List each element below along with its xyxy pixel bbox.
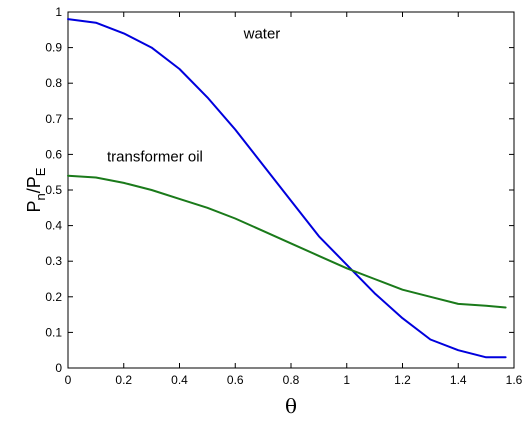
y-tick-label: 0.1 — [45, 325, 62, 339]
series-line-1 — [67, 174, 507, 309]
y-tick-label: 0.4 — [45, 219, 62, 233]
y-tick-label: 0.8 — [45, 76, 62, 90]
series-group — [67, 18, 507, 359]
x-tick-label: 1 — [343, 373, 350, 387]
y-tick-label: 0.5 — [45, 183, 62, 197]
y-axis-label-mid: /P — [24, 176, 44, 193]
y-tick-label: 0.3 — [45, 254, 62, 268]
y-tick-label: 0.6 — [45, 147, 62, 161]
annotation-label: transformer oil — [107, 149, 203, 166]
y-axis-label-p1: P — [24, 200, 44, 212]
y-tick-label: 0.9 — [45, 41, 62, 55]
x-tick-label: 1.4 — [450, 373, 467, 387]
y-axis-label-sub1: n — [33, 193, 48, 200]
x-tick-label: 0.6 — [227, 373, 244, 387]
x-tick-label: 0 — [65, 373, 72, 387]
x-tick-label: 1.6 — [506, 373, 523, 387]
y-tick-label: 0.7 — [45, 112, 62, 126]
x-tick-label: 0.4 — [171, 373, 188, 387]
annotation-group: water transformer oil — [107, 26, 280, 166]
x-axis-label: θ — [285, 394, 297, 418]
y-tick-label: 1 — [55, 5, 62, 19]
plot-area — [67, 11, 515, 369]
axis-ticks: 0 0.2 0.4 0.6 0.8 1 1.2 1.4 1.6 0 0.1 0.2 0.3 0.4 0.5 0… — [45, 5, 522, 387]
y-axis-label: Pn/PE — [24, 167, 48, 212]
series-line-0 — [67, 18, 507, 359]
x-tick-label: 1.2 — [394, 373, 411, 387]
y-tick-label: 0 — [55, 361, 62, 375]
x-tick-label: 0.8 — [283, 373, 300, 387]
x-tick-label: 0.2 — [115, 373, 132, 387]
y-axis-label-sub2: E — [33, 167, 48, 176]
annotation-label: water — [243, 26, 281, 43]
y-tick-label: 0.2 — [45, 290, 62, 304]
